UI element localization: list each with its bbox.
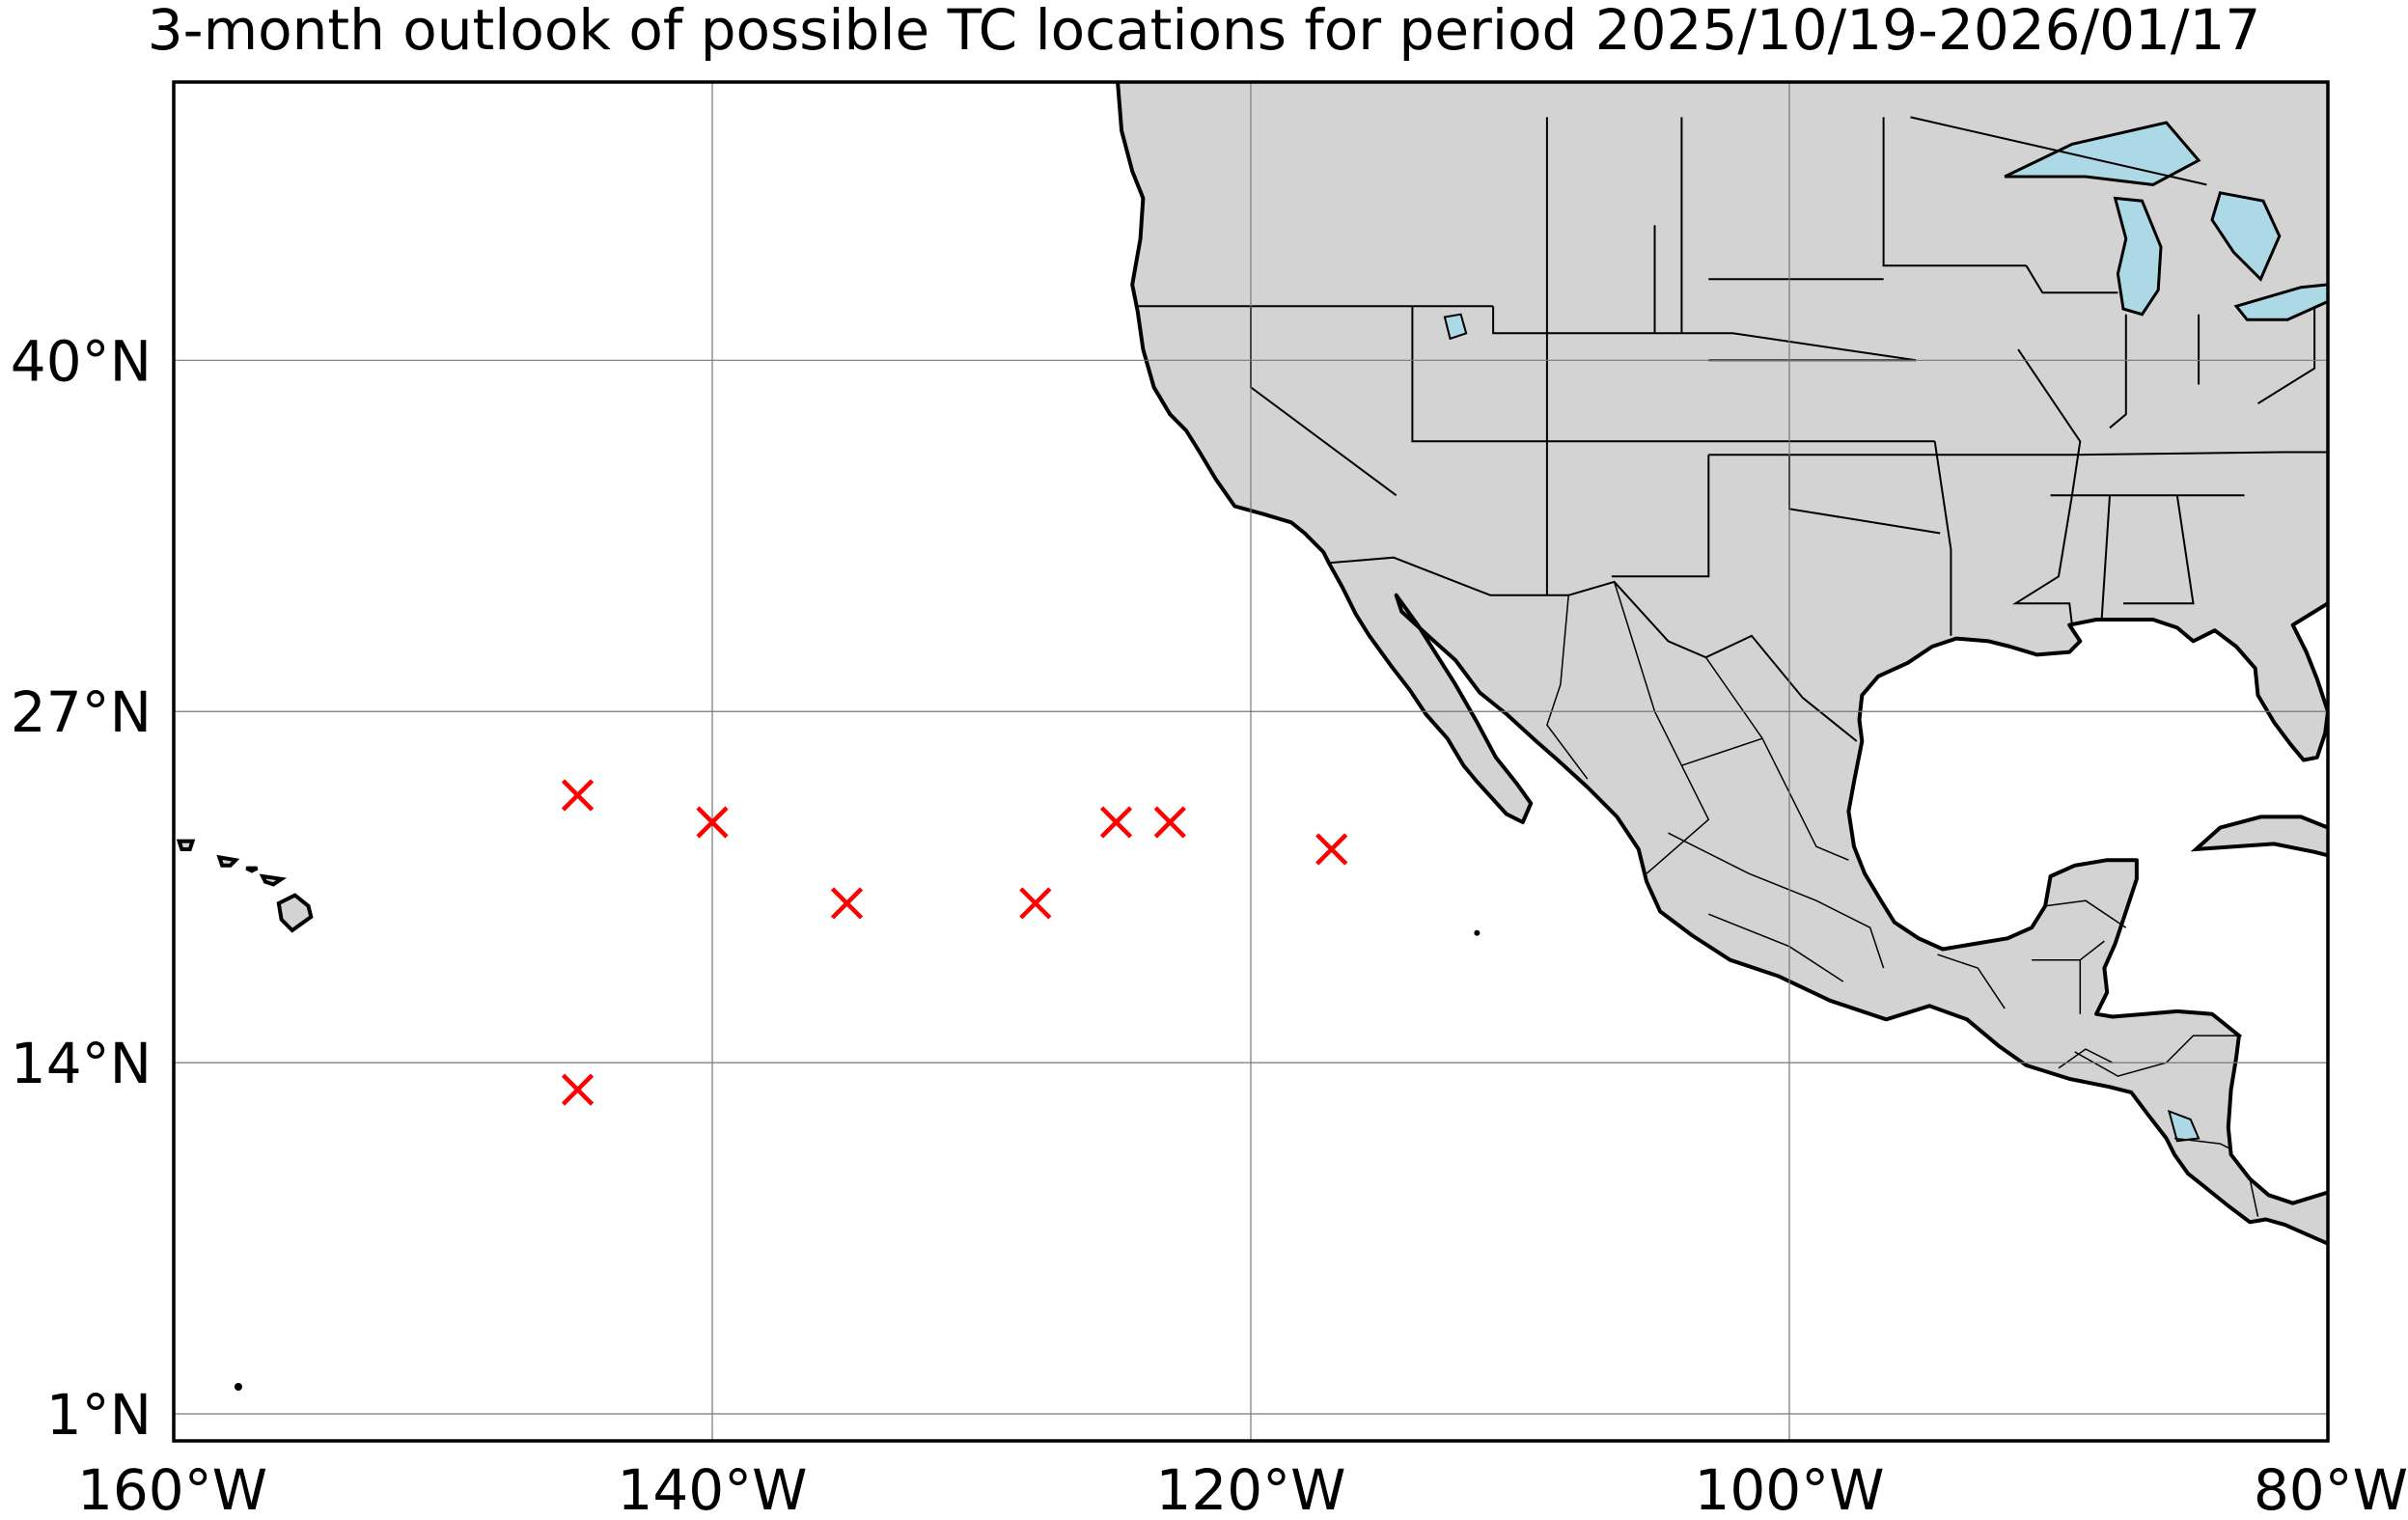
lake-nicaragua: [2167, 1109, 2200, 1143]
hawaii-island: [216, 854, 240, 868]
lon-tick-label: 120°W: [1155, 1457, 1345, 1520]
admin-boundary: [2025, 264, 2118, 294]
lake-erie: [2233, 283, 2328, 321]
admin-boundary: [2011, 348, 2082, 625]
lat-tick-label: 1°N: [46, 1382, 152, 1448]
map-title: 3-month outlook of possible TC locations…: [147, 0, 2261, 63]
lon-tick-label: 100°W: [1694, 1457, 1884, 1520]
land-layer: [176, 82, 2408, 1455]
hawaii-island: [259, 873, 288, 887]
admin-boundary: [1708, 451, 2328, 456]
tc-marker: [561, 1073, 595, 1106]
admin-boundary: [2173, 1137, 2231, 1150]
admin-boundary: [2045, 899, 2127, 928]
lon-tick-label: 140°W: [617, 1457, 807, 1520]
map-frame: [172, 80, 2330, 1443]
tc-marker-stroke: [1315, 833, 1348, 866]
tc-marker-stroke: [1153, 806, 1186, 839]
tc-markers: [561, 779, 1348, 1106]
lon-tick-label: 160°W: [77, 1457, 267, 1520]
great-salt-lake: [1443, 313, 1468, 341]
admin-boundary: [1681, 737, 1763, 766]
admin-boundary: [2058, 1048, 2114, 1069]
tc-marker: [1315, 833, 1348, 866]
lat-tick-label: 27°N: [11, 679, 152, 745]
admin-boundary: [1910, 116, 2207, 186]
hawaii-island: [176, 839, 196, 851]
plot-area: [172, 80, 2408, 1455]
jamaica-island: [2373, 941, 2408, 960]
lake-huron: [2210, 191, 2282, 282]
pacific-islet: [1474, 929, 1481, 936]
admin-boundary: [2100, 495, 2111, 621]
admin-boundary: [2249, 1178, 2259, 1217]
tc-marker: [696, 806, 729, 839]
north-america-landmass: [1116, 82, 2328, 1246]
cuba-island: [2190, 815, 2328, 858]
galapagos-islet: [2038, 1448, 2046, 1455]
admin-boundary: [1882, 117, 2027, 267]
admin-boundary: [2079, 940, 2105, 961]
tc-marker-stroke: [830, 887, 864, 920]
admin-boundary: [2032, 958, 2082, 1014]
admin-boundary: [1546, 594, 1589, 780]
tc-marker-stroke: [1099, 806, 1133, 839]
lat-tick-label: 40°N: [11, 328, 152, 394]
tc-marker: [1019, 887, 1052, 920]
admin-boundary: [1937, 953, 2006, 1009]
lake-michigan: [2113, 196, 2163, 317]
tc-marker: [1153, 806, 1186, 839]
tc-marker: [561, 779, 595, 812]
pacific-islet: [234, 1383, 242, 1392]
admin-boundary: [1492, 306, 1917, 362]
lon-tick-label: 80°W: [2254, 1457, 2408, 1520]
tc-marker-stroke: [561, 1073, 595, 1106]
tc-marker-stroke: [1019, 887, 1052, 920]
admin-boundary: [1611, 455, 1710, 578]
lake-superior: [2004, 121, 2201, 186]
admin-boundary: [2123, 495, 2195, 605]
admin-boundary: [2109, 314, 2127, 429]
hawaii-island: [245, 866, 259, 873]
tc-marker-stroke: [561, 779, 595, 812]
tc-marker-stroke: [696, 806, 729, 839]
lat-tick-label: 14°N: [11, 1031, 152, 1096]
admin-boundary: [1933, 441, 1952, 636]
graticule: [174, 82, 2328, 1441]
axis-tick-labels: 160°W 140°W 120°W 100°W 80°W 40°N 27°N 14°N 1°N: [11, 328, 2408, 1520]
admin-boundary: [1668, 832, 1885, 969]
hawaii-island: [276, 893, 314, 933]
admin-boundary: [2256, 306, 2316, 404]
tc-marker: [830, 887, 864, 920]
admin-boundary: [1328, 556, 1858, 742]
tc-marker: [1099, 806, 1133, 839]
